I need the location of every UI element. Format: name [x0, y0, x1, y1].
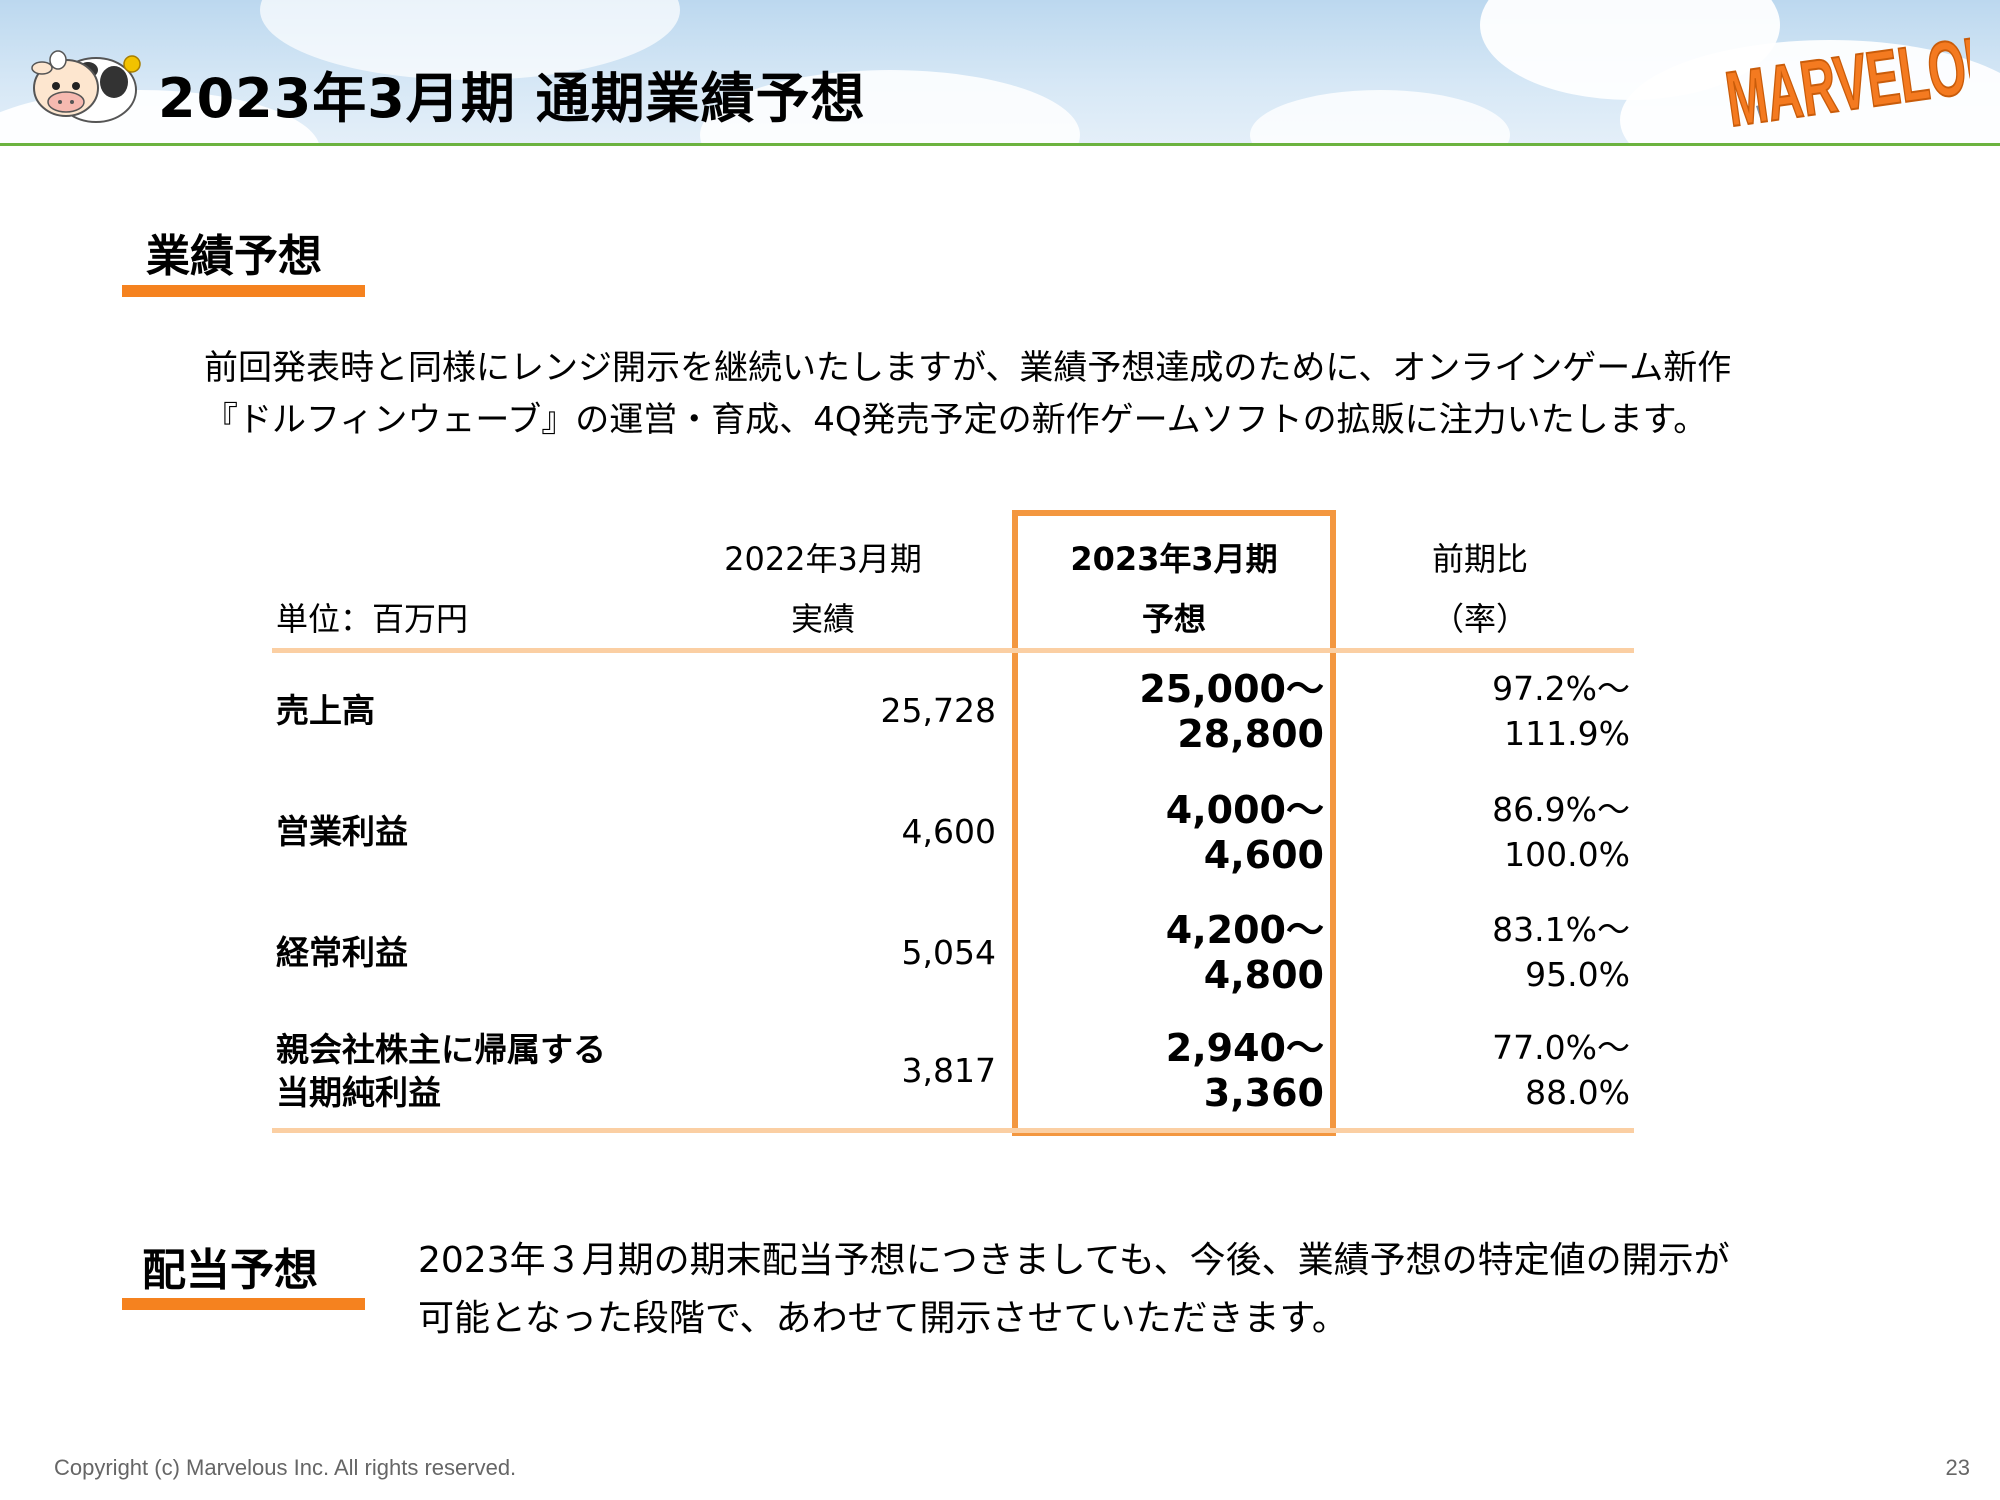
prev-value: 25,728: [880, 691, 996, 730]
col-ratio-subheader: （率）: [1431, 600, 1528, 638]
forecast-intro-text: 前回発表時と同様にレンジ開示を継続いたしますが、業績予想達成のために、オンライン…: [204, 342, 1844, 446]
intro-line: 『ドルフィンウェーブ』の運営・育成、4Q発売予定の新作ゲームソフトの拡販に注力い…: [204, 400, 1708, 440]
forecast-low: 4,200～: [1165, 908, 1324, 952]
ratio-low: 86.9%～: [1492, 790, 1630, 829]
ratio-high: 111.9%: [1504, 714, 1630, 753]
unit-label: 単位：百万円: [276, 600, 469, 638]
dividend-section-heading: 配当予想: [142, 1245, 318, 1296]
copyright-text: Copyright (c) Marvelous Inc. All rights …: [54, 1455, 517, 1480]
ratio-high: 95.0%: [1525, 955, 1630, 994]
row-label-line2: 当期純利益: [276, 1073, 441, 1112]
forecast-low: 4,000～: [1165, 788, 1324, 832]
forecast-low: 25,000～: [1139, 667, 1324, 711]
dividend-text: 2023年３月期の期末配当予想につきましても、今後、業績予想の特定値の開示が 可…: [418, 1232, 1730, 1348]
header-banner: [0, 0, 2000, 143]
marvelous-logo: MARVELOUS!: [1720, 18, 1970, 130]
dividend-heading-underline: [122, 1298, 365, 1310]
cow-mascot-icon: [31, 50, 141, 123]
svg-text:MARVELOUS!: MARVELOUS!: [1721, 18, 1970, 130]
prev-value: 5,054: [901, 933, 996, 972]
table-top-rule: [272, 648, 1634, 653]
dividend-line: 2023年３月期の期末配当予想につきましても、今後、業績予想の特定値の開示が: [418, 1240, 1730, 1281]
forecast-low: 2,940～: [1165, 1026, 1324, 1070]
col-ratio-header: 前期比: [1431, 540, 1528, 578]
page-number: 23: [1945, 1455, 1970, 1480]
ratio-high: 88.0%: [1525, 1073, 1630, 1112]
forecast-heading-underline: [122, 285, 365, 297]
prev-value: 4,600: [901, 812, 996, 851]
forecast-high: 28,800: [1177, 712, 1324, 756]
col-forecast-header-type: 予想: [1141, 600, 1206, 638]
col-prev-header-type: 実績: [790, 600, 855, 638]
forecast-high: 4,800: [1203, 953, 1324, 997]
intro-line: 前回発表時と同様にレンジ開示を継続いたしますが、業績予想達成のために、オンライン…: [204, 348, 1732, 388]
row-label: 売上高: [276, 691, 375, 730]
row-label: 親会社株主に帰属する: [276, 1030, 606, 1069]
dividend-line: 可能となった段階で、あわせて開示させていただきます。: [418, 1298, 1348, 1339]
col-prev-header-year: 2022年3月期: [724, 540, 922, 578]
page-title: 2023年3月期 通期業績予想: [158, 67, 866, 130]
forecast-column-highlight: [1012, 510, 1336, 1136]
ratio-low: 77.0%～: [1492, 1028, 1630, 1067]
header-divider: [0, 143, 2000, 146]
ratio-low: 97.2%～: [1492, 669, 1630, 708]
table-bottom-rule: [272, 1128, 1634, 1133]
ratio-high: 100.0%: [1504, 835, 1630, 874]
row-label: 経常利益: [276, 933, 408, 972]
col-forecast-header-year: 2023年3月期: [1070, 540, 1278, 578]
ratio-low: 83.1%～: [1492, 910, 1630, 949]
prev-value: 3,817: [901, 1051, 996, 1090]
forecast-high: 3,360: [1203, 1071, 1324, 1115]
forecast-section-heading: 業績予想: [146, 231, 322, 282]
forecast-high: 4,600: [1203, 833, 1324, 877]
row-label: 営業利益: [276, 812, 408, 851]
